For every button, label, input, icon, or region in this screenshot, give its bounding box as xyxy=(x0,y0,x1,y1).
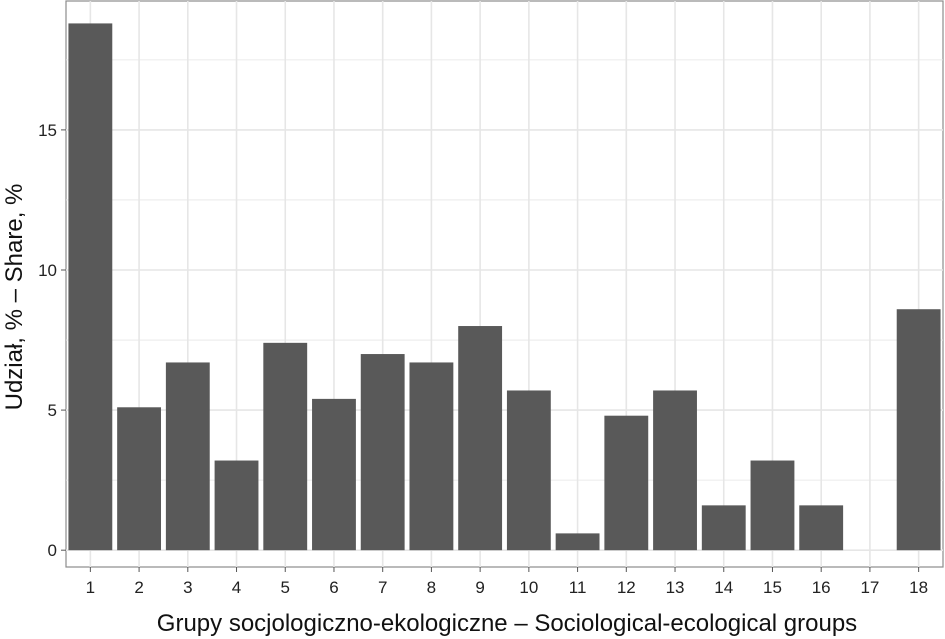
x-tick-label: 17 xyxy=(860,578,879,597)
x-axis: 1 2 3 4 5 6 7 8 9 10 11 12 13 14 15 16 17 18 xyxy=(86,567,928,597)
bar-10 xyxy=(506,390,551,551)
bar-9 xyxy=(458,326,503,551)
bar-4 xyxy=(214,460,259,551)
bar-14 xyxy=(701,505,746,551)
bar-8 xyxy=(409,362,454,551)
bars xyxy=(68,23,941,551)
x-tick-label: 10 xyxy=(519,578,538,597)
x-tick-label: 5 xyxy=(281,578,290,597)
y-axis: 0 5 10 15 xyxy=(38,121,66,560)
bar-3 xyxy=(165,362,210,551)
x-tick-label: 15 xyxy=(763,578,782,597)
x-tick-label: 13 xyxy=(666,578,685,597)
bar-13 xyxy=(653,390,697,551)
bar-5 xyxy=(263,342,308,551)
x-tick-label: 16 xyxy=(812,578,831,597)
x-tick-label: 3 xyxy=(183,578,192,597)
x-tick-label: 1 xyxy=(86,578,95,597)
x-tick-label: 12 xyxy=(617,578,636,597)
bar-7 xyxy=(360,354,405,551)
bar-1 xyxy=(68,23,113,551)
x-tick-label: 6 xyxy=(329,578,338,597)
x-tick-label: 9 xyxy=(475,578,484,597)
x-tick-label: 8 xyxy=(427,578,436,597)
x-tick-label: 11 xyxy=(569,578,587,597)
y-axis-title: Udział, % – Share, % xyxy=(1,184,28,411)
x-tick-label: 7 xyxy=(378,578,387,597)
bar-6 xyxy=(312,398,356,551)
bar-12 xyxy=(604,415,649,551)
x-tick-label: 4 xyxy=(232,578,241,597)
x-tick-label: 14 xyxy=(714,578,733,597)
x-tick-label: 2 xyxy=(134,578,143,597)
y-tick-label: 15 xyxy=(38,121,57,140)
bar-16 xyxy=(799,505,844,551)
plot-panel xyxy=(65,0,944,568)
y-tick-label: 0 xyxy=(48,541,57,560)
bar-11 xyxy=(555,533,600,551)
x-tick-label: 18 xyxy=(909,578,928,597)
x-axis-title: Grupy socjologiczno-ekologiczne – Sociol… xyxy=(157,610,857,637)
bar-18 xyxy=(896,309,941,551)
bar-2 xyxy=(117,407,162,551)
y-tick-label: 10 xyxy=(38,261,57,280)
y-tick-label: 5 xyxy=(48,401,57,420)
bar-15 xyxy=(750,460,795,551)
